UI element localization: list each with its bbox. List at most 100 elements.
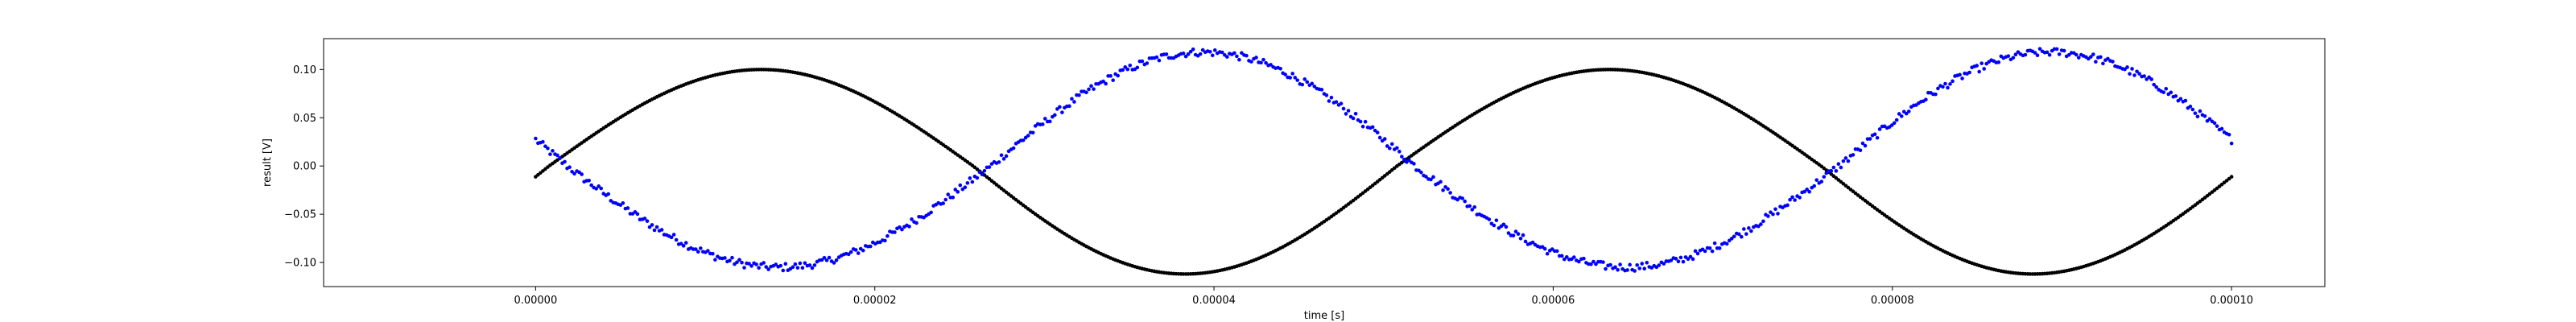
- data-point: [2123, 67, 2127, 72]
- data-point: [747, 262, 751, 266]
- data-point: [2195, 114, 2200, 119]
- data-point: [1824, 171, 1829, 175]
- data-point: [1334, 100, 1339, 104]
- data-point: [1072, 100, 1076, 104]
- data-point: [1439, 180, 1443, 184]
- x-tick-label: 0.00006: [1532, 295, 1575, 307]
- data-point: [999, 153, 1004, 158]
- data-point: [706, 249, 710, 253]
- data-point: [812, 263, 817, 267]
- data-point: [1946, 85, 1950, 90]
- data-point: [1472, 204, 1477, 209]
- data-point: [633, 210, 638, 214]
- data-point: [1906, 109, 1911, 114]
- data-point: [1577, 259, 1581, 264]
- data-point: [1729, 237, 1734, 241]
- data-point: [1186, 52, 1191, 56]
- data-point: [1089, 84, 1093, 89]
- data-point: [730, 255, 734, 260]
- data-point: [1293, 76, 1298, 80]
- data-point: [1360, 124, 1365, 129]
- data-point: [606, 192, 611, 196]
- data-point: [1710, 249, 1715, 254]
- data-point: [1678, 255, 1683, 260]
- data-point: [671, 233, 676, 237]
- data-point: [2047, 52, 2052, 57]
- data-point: [1819, 180, 1824, 184]
- data-point: [2106, 56, 2110, 61]
- data-point: [728, 258, 732, 263]
- data-point: [2111, 60, 2115, 64]
- data-point: [1341, 106, 1346, 111]
- data-point: [1004, 154, 1009, 159]
- data-point: [1382, 137, 1387, 141]
- data-point: [1757, 224, 1761, 229]
- data-point: [1501, 222, 1506, 227]
- data-point: [766, 267, 770, 271]
- data-point: [1370, 125, 1375, 130]
- data-point: [1084, 90, 1088, 95]
- data-point: [1240, 51, 1244, 56]
- data-point: [1395, 146, 1399, 151]
- data-point: [2101, 61, 2105, 66]
- data-point: [997, 160, 1001, 164]
- y-tick-label: −0.10: [284, 258, 316, 270]
- data-point: [1261, 57, 1265, 62]
- data-point: [2147, 75, 2151, 80]
- data-point: [1030, 130, 1035, 135]
- data-point: [807, 263, 812, 267]
- data-point: [1934, 92, 1938, 97]
- data-point: [546, 147, 550, 151]
- data-point: [572, 171, 576, 176]
- data-point: [1744, 232, 1748, 236]
- data-point: [1200, 47, 1205, 52]
- x-tick-label: 0.00008: [1871, 295, 1914, 307]
- data-point: [1594, 262, 1598, 266]
- data-point: [1377, 135, 1382, 140]
- data-point: [2035, 53, 2040, 58]
- data-point: [1805, 188, 1809, 192]
- data-point: [2229, 175, 2234, 179]
- data-point: [1736, 232, 1741, 237]
- data-point: [1011, 146, 1016, 151]
- data-point: [898, 225, 902, 229]
- data-point: [2062, 48, 2066, 53]
- data-point: [1128, 63, 1133, 68]
- data-point: [2207, 117, 2212, 122]
- data-point: [2135, 69, 2139, 74]
- data-point: [2125, 65, 2129, 69]
- data-point: [1695, 251, 1700, 256]
- data-point: [2076, 56, 2081, 60]
- data-point: [832, 261, 836, 265]
- data-point: [1494, 218, 1499, 222]
- data-point: [1785, 203, 1790, 208]
- data-point: [2227, 132, 2231, 137]
- data-point: [1979, 61, 1984, 65]
- data-point: [696, 250, 700, 254]
- data-point: [635, 212, 640, 217]
- data-point: [1358, 119, 1363, 124]
- data-point: [683, 241, 688, 245]
- data-point: [1344, 112, 1348, 116]
- data-point: [1863, 143, 1868, 148]
- y-tick-label: 0.00: [293, 161, 316, 173]
- data-point: [987, 165, 992, 169]
- data-point: [1116, 73, 1121, 78]
- data-point: [982, 168, 987, 173]
- data-point: [1530, 240, 1535, 245]
- data-point: [1283, 72, 1287, 76]
- data-point: [1951, 79, 1955, 84]
- data-point: [764, 265, 768, 269]
- data-point: [2219, 126, 2224, 131]
- data-point: [1312, 85, 1317, 89]
- data-point: [621, 200, 625, 205]
- data-point: [1589, 262, 1593, 266]
- data-point: [1941, 85, 1945, 89]
- data-point: [548, 152, 552, 156]
- series-0: [534, 68, 2234, 276]
- data-point: [1208, 50, 1212, 54]
- data-point: [810, 266, 815, 270]
- data-point: [2188, 104, 2193, 109]
- data-point: [654, 225, 659, 229]
